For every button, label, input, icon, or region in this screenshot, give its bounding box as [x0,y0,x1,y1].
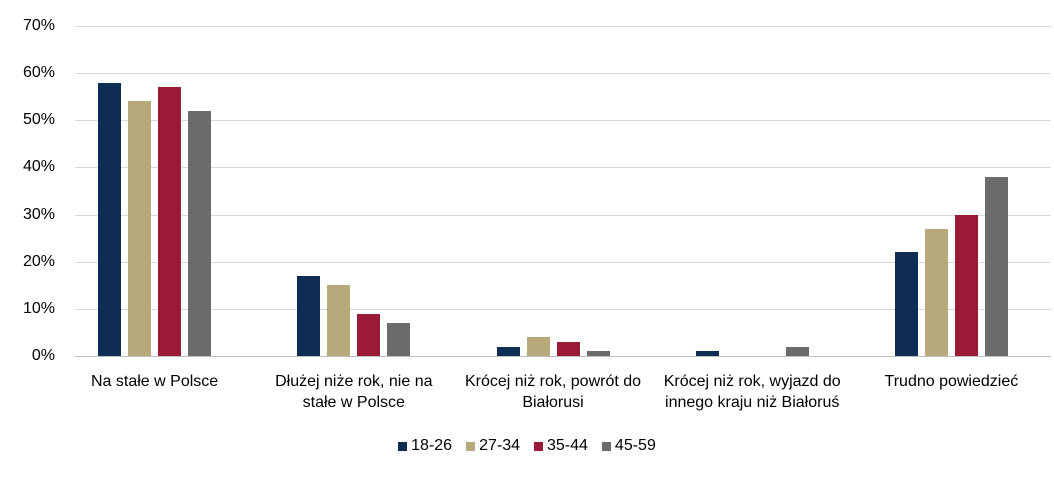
bar [188,110,212,356]
y-tick-label: 70% [22,17,55,34]
x-tick-label: Trudno powiedzieć [884,373,1019,390]
bar [387,323,411,356]
bar [98,82,122,356]
bar [526,337,550,356]
grid-line [75,356,1051,357]
legend-label: 18-26 [411,437,453,454]
grid-line [75,26,1051,27]
bar [327,285,351,356]
y-tick-label: 40% [22,158,55,176]
legend-label: 35-44 [547,437,588,454]
bar [158,87,182,356]
grid-line [75,73,1051,74]
legend-item: 35-44 [534,437,588,455]
grid-line [75,167,1051,168]
legend-swatch [601,441,611,451]
bar [297,275,321,356]
bar [924,228,948,356]
bar [984,176,1008,356]
y-tick-label: 30% [22,205,55,223]
legend-swatch [398,441,408,451]
bar [894,252,918,356]
legend: 18-26 27-34 35-44 45-59 [0,437,1054,455]
grid-line [75,309,1051,310]
x-tick-label: Krócej niż rok, wyjazd do innego kraju n… [663,373,841,411]
legend-swatch [466,441,476,451]
bar [954,214,978,356]
bar [695,351,719,356]
legend-item: 45-59 [601,437,656,455]
x-tick-label: Na stałe w Polsce [91,373,219,390]
y-tick-label: 0% [31,347,55,364]
legend-item: 18-26 [398,437,452,455]
bar [128,101,152,356]
bar [357,313,381,356]
y-tick-label: 20% [22,252,55,270]
bar [496,346,520,356]
grid-line [75,120,1051,121]
x-tick-label: Krócej niż rok, powrót do Białorusi [464,373,642,411]
legend-label: 45-59 [614,437,656,454]
bar [556,341,580,356]
legend-swatch [534,441,543,451]
legend-label: 27-34 [479,437,520,454]
bar [586,351,610,356]
x-tick-label: Dłużej niże rok, nie na stałe w Polsce [275,373,433,411]
legend-item: 27-34 [466,437,520,455]
bar [785,346,809,356]
grid-line [75,215,1051,216]
grid-line [75,262,1051,263]
y-tick-label: 10% [22,299,55,317]
y-tick-label: 60% [22,64,55,82]
y-tick-label: 50% [22,111,55,129]
